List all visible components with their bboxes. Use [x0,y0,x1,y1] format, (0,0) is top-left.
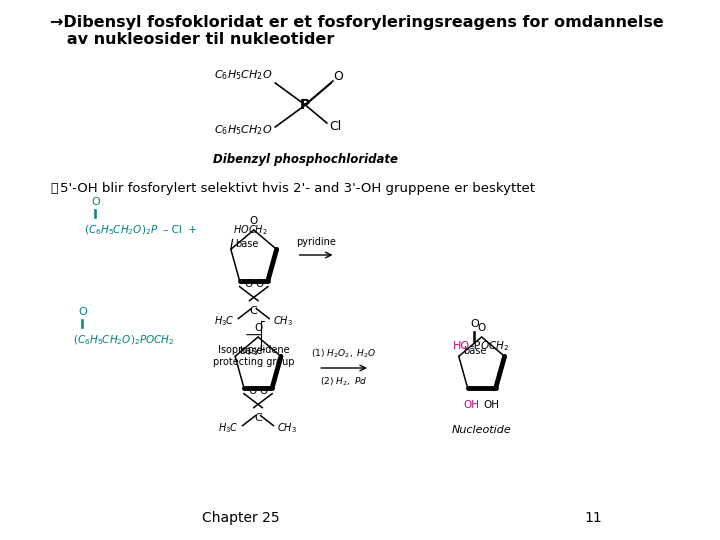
Text: P: P [300,98,310,112]
Text: base: base [240,346,263,356]
Text: pyridine: pyridine [296,237,336,247]
Text: OH: OH [464,400,480,410]
Text: $CH_3$: $CH_3$ [277,421,297,435]
Text: O: O [78,307,87,317]
Text: Chapter 25: Chapter 25 [202,511,279,525]
Text: base: base [463,346,487,356]
Text: $OCH_2$: $OCH_2$ [480,340,510,353]
Text: $H_3C$: $H_3C$ [214,314,235,328]
Text: Isopropylidene
protecting group: Isopropylidene protecting group [213,345,294,367]
Text: –P: –P [469,341,481,352]
Text: Dibenzyl phosphochloridate: Dibenzyl phosphochloridate [213,153,398,166]
Text: C: C [254,413,262,423]
Text: HO: HO [453,341,470,352]
Text: $HOCH_2$: $HOCH_2$ [233,224,268,238]
Text: O: O [260,386,268,396]
Text: $C_6H_5CH_2O$: $C_6H_5CH_2O$ [215,68,273,82]
Text: $CH_3$: $CH_3$ [273,314,292,328]
Text: O: O [250,216,258,226]
Text: O: O [254,323,262,333]
Text: O: O [470,319,479,329]
Text: $(C_6H_5CH_2O)_2POCH_2$: $(C_6H_5CH_2O)_2POCH_2$ [73,333,174,347]
Text: O: O [248,386,256,396]
Text: av nukleosider til nukleotider: av nukleosider til nukleotider [50,32,334,47]
Text: Cl: Cl [330,120,342,133]
Text: O: O [91,197,100,207]
Text: O: O [334,71,343,84]
Text: O: O [244,279,252,289]
Text: base: base [235,239,258,249]
Text: Nucleotide: Nucleotide [452,425,511,435]
Text: – Cl  +: – Cl + [163,225,197,235]
Text: →Dibensyl fosfokloridat er et fosforyleringsreagens for omdannelse: →Dibensyl fosfokloridat er et fosforyler… [50,15,664,30]
Text: $(1)\ H_2O_2,\ H_2O$: $(1)\ H_2O_2,\ H_2O$ [311,348,377,360]
Text: 5'-OH blir fosforylert selektivt hvis 2'- and 3'-OH gruppene er beskyttet: 5'-OH blir fosforylert selektivt hvis 2'… [60,182,535,195]
Text: 11: 11 [585,511,603,525]
Text: $C_6H_5CH_2O$: $C_6H_5CH_2O$ [215,123,273,137]
Text: $H_3C$: $H_3C$ [218,421,239,435]
Text: O: O [256,279,264,289]
Text: C: C [250,306,258,316]
Text: $(C_6H_5CH_2O)_2P$: $(C_6H_5CH_2O)_2P$ [84,223,158,237]
Text: O: O [477,323,486,333]
Text: OH: OH [484,400,500,410]
Text: ⑃: ⑃ [50,182,58,195]
Text: $(2)\ H_2,\ Pd$: $(2)\ H_2,\ Pd$ [320,376,368,388]
